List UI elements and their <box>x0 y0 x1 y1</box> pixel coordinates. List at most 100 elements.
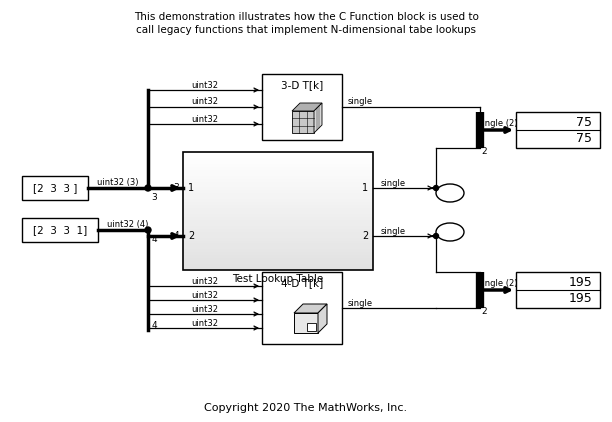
Text: 4: 4 <box>151 322 157 330</box>
Bar <box>183 261 373 264</box>
Bar <box>183 238 373 241</box>
Bar <box>183 202 373 205</box>
Text: 195: 195 <box>569 292 592 305</box>
Text: 75: 75 <box>576 116 592 129</box>
Bar <box>183 235 373 238</box>
Text: 4-D T[k]: 4-D T[k] <box>281 278 323 288</box>
Bar <box>516 272 600 308</box>
Bar <box>183 167 373 170</box>
Polygon shape <box>294 304 327 313</box>
Text: single (2): single (2) <box>478 119 518 127</box>
Text: 2: 2 <box>481 308 487 316</box>
Polygon shape <box>292 103 322 111</box>
Text: 195: 195 <box>569 276 592 289</box>
Text: 3: 3 <box>151 194 157 203</box>
Text: 3: 3 <box>173 184 179 192</box>
Circle shape <box>433 186 439 190</box>
Text: uint32: uint32 <box>192 290 218 300</box>
Bar <box>183 181 373 184</box>
Text: 4: 4 <box>151 235 157 244</box>
Ellipse shape <box>436 223 464 241</box>
Bar <box>183 258 373 261</box>
Bar <box>183 164 373 167</box>
Bar <box>183 211 373 214</box>
Bar <box>183 246 373 249</box>
Bar <box>307 323 316 331</box>
Bar <box>183 220 373 223</box>
Text: uint32: uint32 <box>192 276 218 286</box>
Bar <box>183 152 373 155</box>
Bar <box>183 152 373 270</box>
Text: call legacy functions that implement N-dimensional tabe lookups: call legacy functions that implement N-d… <box>136 25 476 35</box>
Text: [2  3  3 ]: [2 3 3 ] <box>33 183 77 193</box>
Bar <box>183 176 373 179</box>
Bar <box>183 255 373 258</box>
Bar <box>183 187 373 190</box>
Bar <box>294 313 318 333</box>
Bar <box>22 176 88 200</box>
Text: 75: 75 <box>576 132 592 144</box>
Bar <box>262 74 342 140</box>
Circle shape <box>145 185 151 191</box>
Bar <box>516 112 600 148</box>
Text: 1: 1 <box>447 188 453 198</box>
Bar <box>183 267 373 270</box>
Bar <box>183 161 373 164</box>
Bar <box>183 226 373 229</box>
Bar <box>183 196 373 199</box>
Bar <box>183 208 373 211</box>
Text: 3-D T[k]: 3-D T[k] <box>281 80 323 90</box>
Text: single: single <box>348 298 373 308</box>
Circle shape <box>145 227 151 233</box>
Bar <box>183 173 373 176</box>
Text: 1: 1 <box>188 183 194 193</box>
Text: uint32 (4): uint32 (4) <box>107 221 149 230</box>
Bar <box>183 179 373 181</box>
Bar <box>183 232 373 235</box>
Bar <box>183 243 373 246</box>
Text: 2: 2 <box>188 231 194 241</box>
Bar <box>183 264 373 267</box>
Text: This demonstration illustrates how the C Function block is used to: This demonstration illustrates how the C… <box>133 12 479 22</box>
Bar <box>183 158 373 161</box>
Text: uint32: uint32 <box>192 319 218 327</box>
Text: Copyright 2020 The MathWorks, Inc.: Copyright 2020 The MathWorks, Inc. <box>204 403 408 413</box>
Text: single: single <box>381 179 406 187</box>
Text: [2  3  3  1]: [2 3 3 1] <box>33 225 87 235</box>
Polygon shape <box>318 304 327 333</box>
Text: 2: 2 <box>362 231 368 241</box>
Bar <box>183 184 373 187</box>
Bar <box>183 190 373 193</box>
Bar <box>183 193 373 196</box>
Bar <box>183 217 373 220</box>
Text: 2: 2 <box>481 148 487 157</box>
Bar <box>183 199 373 202</box>
Text: single (2): single (2) <box>478 279 518 287</box>
Text: uint32: uint32 <box>192 97 218 106</box>
Text: uint32: uint32 <box>192 81 218 89</box>
Text: Test Lookup Table: Test Lookup Table <box>233 274 324 284</box>
Bar <box>183 214 373 217</box>
Bar <box>183 223 373 226</box>
Text: 1: 1 <box>362 183 368 193</box>
Ellipse shape <box>436 184 464 202</box>
Bar <box>183 205 373 208</box>
Bar <box>183 249 373 252</box>
Text: single: single <box>348 97 373 106</box>
Text: 2: 2 <box>446 227 453 237</box>
Circle shape <box>433 233 439 238</box>
Bar <box>183 241 373 243</box>
Text: uint32 (3): uint32 (3) <box>97 179 139 187</box>
Polygon shape <box>314 103 322 133</box>
Bar <box>183 155 373 158</box>
Bar <box>183 229 373 232</box>
Bar <box>183 252 373 255</box>
Text: uint32: uint32 <box>192 114 218 124</box>
Text: uint32: uint32 <box>192 305 218 314</box>
Bar <box>22 218 98 242</box>
Text: single: single <box>381 227 406 235</box>
Bar <box>262 272 342 344</box>
Text: 4: 4 <box>173 232 179 241</box>
Bar <box>183 170 373 173</box>
Bar <box>292 111 314 133</box>
